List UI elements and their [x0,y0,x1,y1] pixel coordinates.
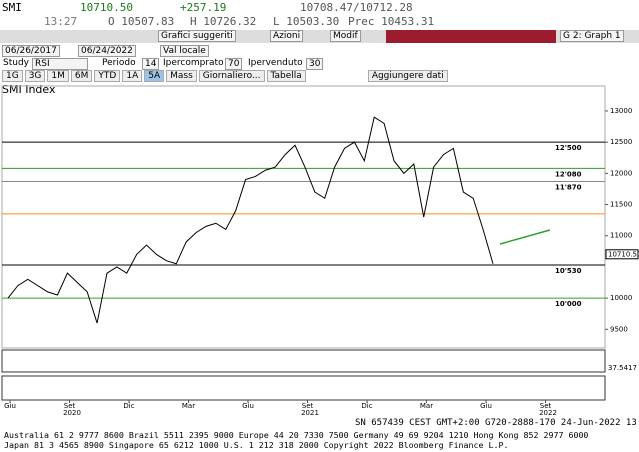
suggested-button[interactable]: Grafici suggeriti [158,30,236,42]
x-tick-label: Dic [123,402,134,410]
chart: 9500 10000 11000 11500 12000 12500 13000 12'500… [1,85,639,417]
level-label: 11'870 [555,183,582,191]
rsi-label: 37.5417 [608,364,637,372]
study-select[interactable]: RSI [32,58,88,70]
high: H 10726.32 [190,15,257,28]
last-price: 10710.50 [80,1,133,14]
volume-panel [1,375,606,401]
y-tick-label: 11000 [610,232,632,240]
level-label: 12'080 [555,170,582,178]
edit-button[interactable]: Modif [330,30,361,42]
tab[interactable]: YTD [94,70,121,82]
overbought-label: Ipercomprato [163,58,224,68]
tabs: 1G 3G 1M 6M YTD 1A 5A Mass Giornaliero... Tabella… [2,70,450,82]
change: +257.19 [180,1,227,14]
study-label: Study [3,58,29,68]
x-tick-label: Mar [182,402,195,410]
level-label: 12'500 [555,144,582,152]
tab[interactable]: Mass [166,70,197,82]
tab[interactable]: 1G [2,70,23,82]
x-tick-label: Set [540,402,552,410]
tab[interactable]: Aggiungere dati [367,70,448,82]
tab[interactable]: 6M [70,70,93,82]
actions-button[interactable]: Azioni [270,30,304,42]
oversold[interactable]: 30 [306,58,324,70]
contacts-1: Australia 61 2 9777 8600 Brazil 5511 239… [4,430,589,440]
x-tick-label: Giu [242,402,254,410]
open: O 10507.83 [108,15,175,28]
year-label: 2020 [63,409,81,417]
rsi-panel [1,349,606,373]
price-line [7,116,494,324]
x-tick-label: Giu [4,402,16,410]
date-to[interactable]: 06/24/2022 [78,45,136,57]
tab[interactable]: 1A [122,70,143,82]
x-tick-label: Dic [361,402,372,410]
tab[interactable]: Giornaliero... [198,70,265,82]
arrow [499,229,551,245]
plot-frame [1,85,606,349]
x-tick-label: Giu [480,402,492,410]
tab[interactable]: Tabella [266,70,306,82]
overbought[interactable]: 70 [225,58,243,70]
x-tick-label: Set [302,402,314,410]
level-label: 10'530 [555,267,582,275]
status: SN 657439 CEST GMT+2:00 G720-2888-170 24… [355,418,639,428]
ticker: SMI [2,1,22,14]
tab[interactable]: 1M [47,70,69,82]
last-label: 10710.50 [608,250,639,258]
y-tick-label: 11500 [610,201,632,209]
banner [386,30,556,43]
x-tick-label: Set [64,402,76,410]
year-label: 2021 [301,409,319,417]
oversold-label: Ipervenduto [248,58,303,68]
y-tick-label: 12500 [610,138,632,146]
currency[interactable]: Val locale [160,45,209,57]
y-tick-label: 13000 [610,107,632,115]
y-tick-label: 9500 [610,325,628,333]
bid-ask: 10708.47/10712.28 [300,1,413,14]
tab[interactable]: 5A [144,70,165,82]
period[interactable]: 14 [142,58,160,70]
tab[interactable]: 3G [24,70,46,82]
graph-label: G 2: Graph 1 [560,30,624,42]
low: L 10503.30 [273,15,340,28]
x-tick-label: Mar [420,402,433,410]
y-tick-label: 12000 [610,169,632,177]
time: 13:27 [44,15,78,28]
y-tick-label: 10000 [610,294,632,302]
date-from[interactable]: 06/26/2017 [2,45,60,57]
prev-close: Prec 10453.31 [348,15,435,28]
level-label: 10'000 [555,300,582,308]
period-label: Periodo [102,58,136,68]
last-box [605,249,639,260]
year-label: 2022 [539,409,557,417]
contacts-2: Japan 81 3 4565 8900 Singapore 65 6212 1… [4,440,509,450]
